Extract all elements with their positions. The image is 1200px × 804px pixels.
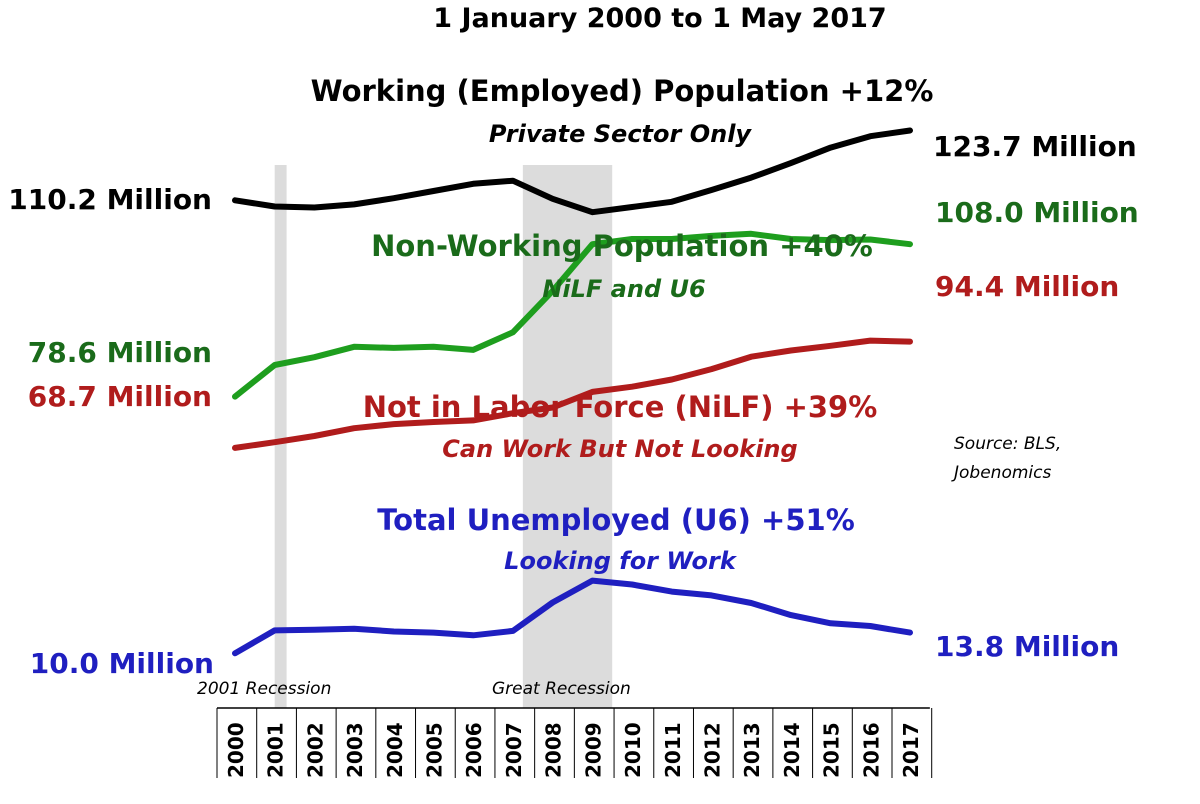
recession-label-2001: 2001 Recession (197, 679, 331, 699)
x-tick-label: 2008 (542, 722, 566, 778)
series-line-0 (232, 127, 913, 216)
recession-band-1 (522, 165, 613, 708)
x-tick-label: 2002 (303, 722, 327, 778)
series-line-3 (232, 577, 913, 657)
x-tick-label: 2017 (899, 722, 923, 778)
x-tick-label: 2011 (661, 722, 685, 778)
x-tick-label: 2003 (343, 722, 367, 778)
start-label-nilf: 68.7 Million (28, 380, 212, 413)
start-label-working: 110.2 Million (8, 183, 212, 216)
recession-band-0 (274, 165, 287, 708)
x-tick-label: 2009 (581, 722, 605, 778)
series-subtitle-nonworking: NiLF and U6 (542, 275, 705, 303)
series-name-working: Working (Employed) Population +12% (311, 74, 934, 108)
series-lines (232, 127, 913, 657)
recession-label-great: Great Recession (492, 679, 631, 699)
recession-bands (274, 165, 613, 708)
x-tick-label: 2007 (502, 722, 526, 778)
end-label-working: 123.7 Million (933, 130, 1137, 163)
x-tick-label: 2016 (859, 722, 883, 778)
series-name-nonworking: Non-Working Population +40% (371, 229, 873, 263)
x-tick-label: 2013 (740, 722, 764, 778)
source-line-2: Jobenomics (951, 463, 1051, 483)
start-label-u6: 10.0 Million (30, 647, 214, 680)
source-line-1: Source: BLS, (954, 434, 1061, 454)
end-label-nonworking: 108.0 Million (935, 196, 1139, 229)
x-tick-label: 2012 (700, 722, 724, 778)
x-axis: 2000 2001 2002 2003 2004 2005 2006 2007 2008 2009… (216, 707, 933, 778)
x-tick-label: 2001 (264, 722, 288, 778)
x-tick-label: 2005 (423, 722, 447, 778)
x-tick-label: 2014 (780, 722, 804, 778)
chart-title: 1 January 2000 to 1 May 2017 (433, 3, 886, 34)
series-subtitle-u6: Looking for Work (504, 547, 738, 575)
x-tick-label: 2010 (621, 722, 645, 778)
series-line-1 (232, 230, 913, 400)
series-line-2 (232, 337, 913, 451)
x-tick-label: 2006 (462, 722, 486, 778)
start-label-nonworking: 78.6 Million (28, 336, 212, 369)
end-label-u6: 13.8 Million (935, 630, 1119, 663)
end-label-nilf: 94.4 Million (935, 270, 1119, 303)
x-tick-label: 2015 (820, 722, 844, 778)
x-tick-label: 2004 (383, 722, 407, 778)
series-name-nilf: Not in Labor Force (NiLF) +39% (363, 390, 878, 424)
series-subtitle-nilf: Can Work But Not Looking (442, 435, 797, 463)
series-subtitle-working: Private Sector Only (489, 120, 753, 148)
series-name-u6: Total Unemployed (U6) +51% (377, 503, 855, 537)
x-tick-label: 2000 (224, 722, 248, 778)
